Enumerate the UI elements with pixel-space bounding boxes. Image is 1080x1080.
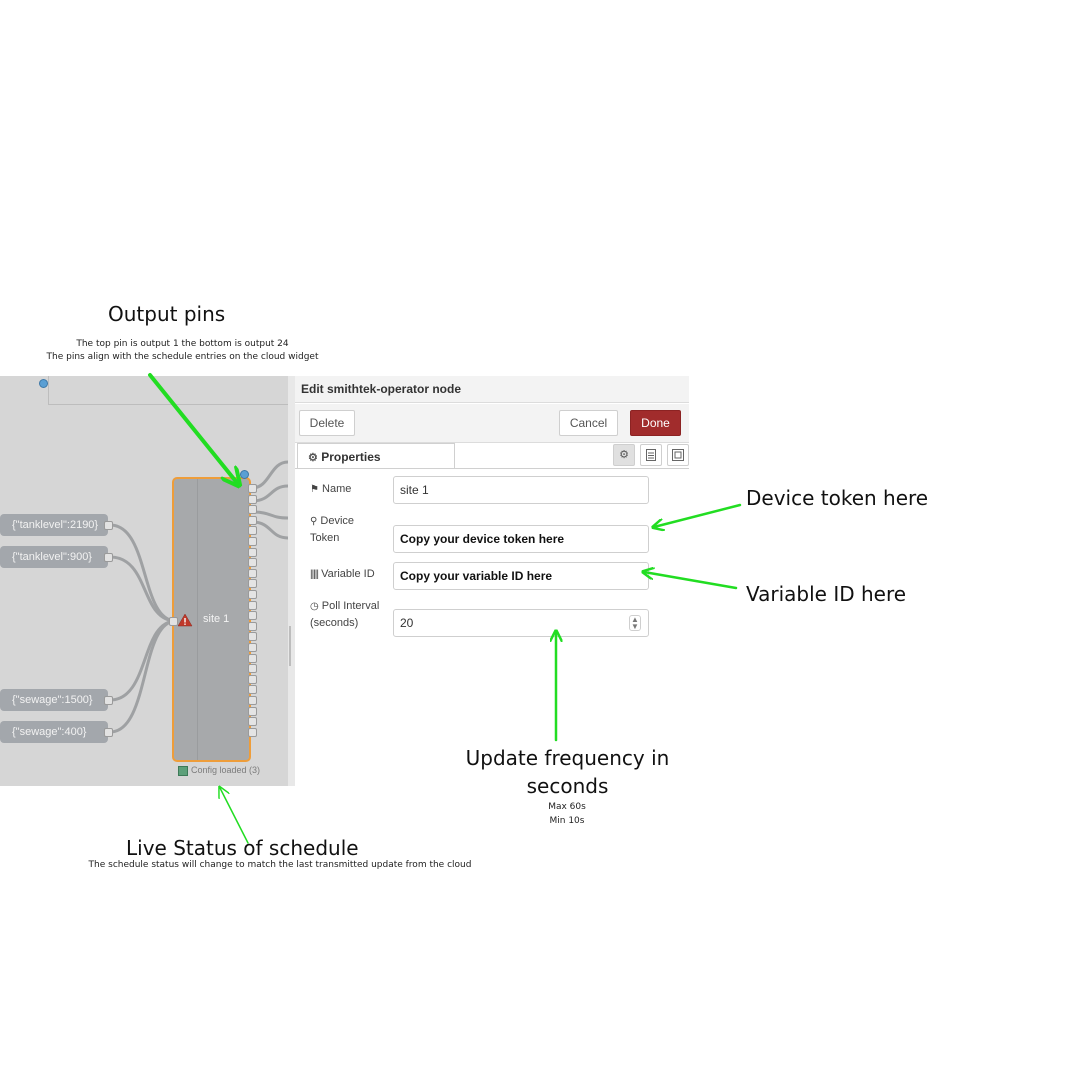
variable-id-arrow — [644, 572, 738, 590]
canvas-scrollbar[interactable] — [288, 376, 295, 786]
node-description-icon[interactable] — [640, 444, 662, 466]
warning-triangle-icon — [177, 613, 193, 627]
output-pins-title: Output pins — [108, 302, 226, 326]
output-pins-note-1: The top pin is output 1 the bottom is ou… — [76, 339, 289, 349]
barcode-icon: ||||| — [310, 569, 319, 580]
done-button[interactable]: Done — [630, 410, 681, 436]
variable-id-label: ||||| Variable ID — [310, 568, 375, 580]
node-appearance-icon[interactable] — [667, 444, 689, 466]
node-icon-divider — [197, 479, 198, 760]
inject-node-tanklevel-900[interactable]: {"tanklevel":900} — [0, 546, 108, 568]
output-pin[interactable] — [248, 515, 257, 525]
output-pin[interactable] — [248, 717, 257, 727]
variable-id-annotation: Variable ID here — [746, 582, 907, 606]
output-pin[interactable] — [248, 706, 257, 716]
variable-id-field[interactable]: Copy your variable ID here — [393, 562, 649, 590]
update-frequency-title-1: Update frequency in — [465, 746, 670, 770]
update-frequency-title-2: seconds — [526, 774, 609, 798]
inject-output-port[interactable] — [104, 728, 113, 737]
output-pin[interactable] — [248, 590, 257, 599]
output-pin[interactable] — [248, 664, 257, 674]
update-frequency-max: Max 60s — [548, 802, 586, 812]
output-pin[interactable] — [248, 494, 257, 504]
panel-toolbar — [295, 404, 689, 443]
panel-title: Edit smithtek-operator node — [295, 376, 689, 403]
output-pin[interactable] — [248, 537, 257, 546]
update-frequency-min: Min 10s — [549, 816, 585, 826]
status-indicator-icon — [178, 766, 188, 776]
clock-icon: ◷ — [310, 601, 319, 612]
name-label: ⚑ Name — [310, 483, 352, 495]
output-pin[interactable] — [248, 696, 257, 705]
poll-interval-field[interactable]: 20 — [393, 609, 649, 637]
tab-underline — [295, 468, 689, 469]
canvas-scroll-thumb[interactable] — [289, 626, 291, 666]
output-pins-arrow — [148, 373, 238, 484]
delete-button[interactable]: Delete — [299, 410, 355, 436]
output-pin[interactable] — [248, 568, 257, 578]
output-pin[interactable] — [248, 653, 257, 663]
inject-output-port[interactable] — [104, 696, 113, 705]
output-pin[interactable] — [248, 484, 257, 493]
gear-icon: ⚙ — [308, 452, 318, 464]
device-token-annotation: Device token here — [746, 486, 929, 510]
device-token-label: ⚲ Device Token — [310, 515, 355, 544]
poll-interval-label: ◷ Poll Interval (seconds) — [310, 600, 380, 629]
output-pin[interactable] — [248, 547, 257, 557]
canvas-group-outline — [48, 376, 288, 405]
node-settings-gear-icon[interactable]: ⚙ — [613, 444, 635, 466]
inject-node-sewage-1500[interactable]: {"sewage":1500} — [0, 689, 108, 711]
output-pin[interactable] — [248, 579, 257, 589]
node-input-port[interactable] — [169, 617, 178, 626]
tab-properties-label: Properties — [321, 450, 381, 464]
output-pin[interactable] — [248, 611, 257, 621]
inject-node-tanklevel-2190[interactable]: {"tanklevel":2190} — [0, 514, 108, 536]
device-token-field[interactable]: Copy your device token here — [393, 525, 649, 553]
live-status-title: Live Status of schedule — [126, 836, 359, 860]
output-pin[interactable] — [248, 526, 257, 536]
inject-output-port[interactable] — [104, 521, 113, 530]
tag-icon: ⚑ — [310, 484, 319, 495]
output-pin[interactable] — [248, 685, 257, 695]
live-status-subtitle: The schedule status will change to match… — [88, 860, 472, 870]
inject-node-sewage-400[interactable]: {"sewage":400} — [0, 721, 108, 743]
output-pins-note-2: The pins align with the schedule entries… — [46, 352, 319, 362]
node-status-text: Config loaded (3) — [191, 765, 261, 775]
output-pin[interactable] — [248, 600, 257, 610]
output-pin[interactable] — [248, 621, 257, 631]
flow-canvas[interactable]: {"tanklevel":2190} {"tanklevel":900} {"s… — [0, 376, 288, 786]
device-token-arrow — [654, 503, 742, 527]
output-pin[interactable] — [248, 505, 257, 515]
canvas-link-dot — [39, 379, 48, 388]
flow-wires — [109, 460, 288, 734]
output-pin[interactable] — [248, 632, 257, 642]
node-label: site 1 — [203, 613, 230, 625]
inject-output-port[interactable] — [104, 553, 113, 562]
output-pin[interactable] — [248, 558, 257, 568]
output-pin[interactable] — [248, 674, 257, 684]
key-icon: ⚲ — [310, 516, 318, 527]
output-pin[interactable] — [248, 727, 257, 737]
output-pin[interactable] — [248, 643, 257, 652]
poll-interval-spinner[interactable]: ▲ ▼ — [629, 615, 641, 631]
live-status-arrow — [220, 788, 249, 844]
tab-properties[interactable]: ⚙ Properties — [297, 443, 455, 469]
cancel-button[interactable]: Cancel — [559, 410, 618, 436]
name-field[interactable]: site 1 — [393, 476, 649, 504]
